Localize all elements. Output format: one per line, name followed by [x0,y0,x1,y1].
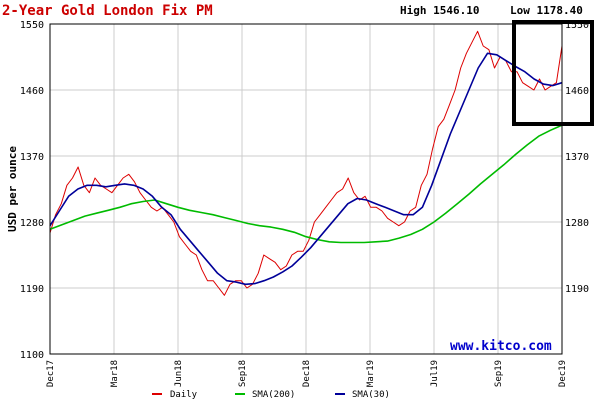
legend-label-sma30: SMA(30) [352,390,390,400]
watermark-text: www.kitco.com [450,339,552,354]
low-value: Low 1178.40 [510,4,583,17]
y-tick-label: 1550 [20,20,44,31]
chart-title: 2-Year Gold London Fix PM [2,3,213,19]
x-axis-ticks: Dec17 Mar18 Jun18 Sep18 Dec18 Mar19 Jul19 Sep19… [46,360,568,387]
series-layer [49,30,563,296]
legend-label-daily: Daily [170,390,198,400]
high-value: High 1546.10 [400,4,479,17]
y-axis-ticks-right: 1550 1460 1370 1280 1190 [565,20,589,295]
y-tick-label: 1280 [20,218,44,229]
plot-frame [49,23,563,355]
y-tick-label-right: 1190 [565,284,589,295]
highlight-box [512,20,594,126]
series-line-sma30 [49,52,563,286]
y-axis-label: USD per ounce [6,146,19,232]
y-tick-label-right: 1550 [565,20,589,31]
x-tick-label: Mar19 [366,360,376,387]
x-tick-label: Jun18 [174,360,184,387]
y-tick-label-right: 1460 [565,86,589,97]
y-axis-ticks: 1100 1190 1280 1370 1460 1550 [20,20,44,361]
legend: Daily SMA(200) SMA(30) [152,390,390,400]
y-tick-label: 1190 [20,284,44,295]
series-line-daily [49,30,563,296]
x-tick-label: Dec19 [558,360,568,387]
x-tick-label: Jul19 [430,360,440,387]
y-tick-label-right: 1280 [565,218,589,229]
x-tick-label: Sep18 [238,360,248,387]
x-tick-label: Dec17 [46,360,56,387]
legend-label-sma200: SMA(200) [252,390,295,400]
y-tick-label-right: 1370 [565,152,589,163]
series-line-sma200 [49,124,563,244]
x-tick-label: Dec18 [302,360,312,387]
y-tick-label: 1370 [20,152,44,163]
x-tick-label: Sep19 [494,360,504,387]
x-tick-label: Mar18 [110,360,120,387]
y-tick-label: 1460 [20,86,44,97]
y-tick-label: 1100 [20,350,44,361]
